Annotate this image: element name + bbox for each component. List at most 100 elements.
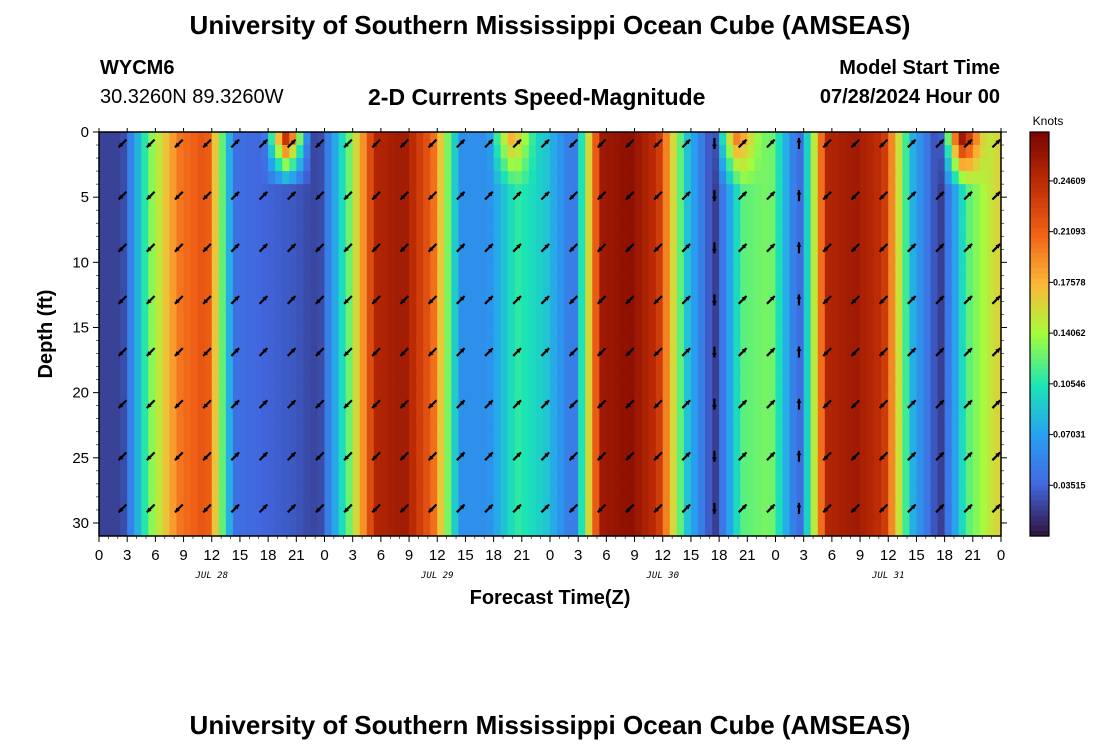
- heatmap-cell: [324, 418, 333, 433]
- vector-head: [400, 194, 406, 200]
- heatmap-cell: [493, 483, 502, 498]
- heatmap-cell: [472, 379, 481, 394]
- heatmap-cell: [303, 444, 312, 459]
- heatmap-cell: [902, 379, 910, 394]
- current-vector: [850, 399, 861, 409]
- heatmap-cell: [909, 366, 918, 381]
- heatmap-cell: [655, 171, 664, 185]
- heatmap-cell: [831, 327, 840, 342]
- heatmap-cell: [148, 353, 156, 368]
- heatmap-cell: [141, 392, 149, 407]
- heatmap-cell: [860, 223, 868, 237]
- heatmap-cell: [697, 314, 706, 329]
- heatmap-cell: [775, 236, 784, 250]
- heatmap-cell: [592, 314, 600, 329]
- heatmap-cell: [507, 327, 516, 342]
- heatmap-cell: [380, 145, 389, 159]
- heatmap-cell: [578, 210, 586, 224]
- heatmap-cell: [740, 418, 748, 433]
- heatmap-cell: [521, 392, 530, 407]
- heatmap-cell: [888, 366, 896, 381]
- heatmap-cell: [754, 379, 763, 394]
- heatmap-cell: [423, 275, 431, 289]
- heatmap-cell: [261, 340, 269, 355]
- heatmap-cell: [394, 184, 403, 198]
- heatmap-cell: [99, 327, 107, 342]
- vector-head: [796, 398, 802, 404]
- heatmap-cell: [225, 483, 234, 498]
- heatmap-cell: [394, 145, 403, 159]
- heatmap-cell: [627, 249, 636, 263]
- heatmap-cell: [268, 431, 276, 446]
- heatmap-cell: [712, 444, 720, 459]
- heatmap-cell: [676, 288, 685, 303]
- heatmap-cell: [465, 431, 474, 446]
- heatmap-cell: [282, 223, 290, 237]
- heatmap-cell: [845, 522, 854, 536]
- heatmap-cell: [888, 314, 896, 329]
- heatmap-cell: [148, 158, 156, 172]
- heatmap-cell: [366, 301, 375, 316]
- heatmap-cell: [817, 288, 826, 303]
- heatmap-cell: [345, 262, 354, 276]
- heatmap-cell: [465, 470, 474, 485]
- current-vector: [117, 503, 128, 514]
- heatmap-cell: [113, 210, 121, 224]
- current-vector: [146, 503, 156, 514]
- heatmap-cell: [465, 509, 474, 524]
- heatmap-cell: [211, 496, 220, 511]
- heatmap-cell: [690, 444, 699, 459]
- heatmap-cell: [782, 210, 791, 224]
- heatmap-cell: [951, 301, 960, 316]
- heatmap-cell: [352, 340, 361, 355]
- heatmap-cell: [796, 132, 805, 146]
- heatmap-cell: [317, 405, 326, 420]
- heatmap-cell: [571, 522, 579, 536]
- heatmap-cell: [352, 236, 361, 250]
- heatmap-cell: [803, 522, 812, 536]
- heatmap-cell: [113, 379, 121, 394]
- heatmap-cell: [810, 236, 819, 250]
- vector-head: [400, 507, 406, 513]
- heatmap-cell: [909, 496, 918, 511]
- heatmap-cell: [719, 522, 727, 536]
- heatmap-cell: [705, 444, 713, 459]
- current-vector: [456, 190, 466, 201]
- heatmap-cell: [782, 457, 791, 472]
- heatmap-cell: [458, 379, 467, 394]
- heatmap-cell: [979, 483, 988, 498]
- heatmap-cell: [423, 288, 431, 303]
- heatmap-cell: [993, 301, 1001, 316]
- heatmap-cell: [909, 171, 918, 185]
- heatmap-cell: [895, 288, 903, 303]
- heatmap-cell: [705, 184, 713, 198]
- vector-head: [851, 351, 857, 356]
- heatmap-cell: [585, 340, 593, 355]
- vector-head: [910, 191, 916, 197]
- heatmap-cell: [951, 171, 960, 185]
- heatmap-cell: [394, 496, 403, 511]
- heatmap-cell: [719, 184, 727, 198]
- heatmap-cell: [155, 366, 164, 381]
- heatmap-cell: [451, 327, 459, 342]
- heatmap-cell: [282, 431, 290, 446]
- heatmap-cell: [909, 145, 918, 159]
- heatmap-cell: [303, 210, 312, 224]
- heatmap-cell: [535, 431, 544, 446]
- current-vector: [230, 399, 240, 409]
- heatmap-cell: [338, 262, 347, 276]
- heatmap-cell: [352, 145, 361, 159]
- current-vector: [174, 243, 184, 253]
- heatmap-cell: [331, 522, 340, 536]
- current-vector: [117, 399, 128, 409]
- heatmap-cell: [768, 470, 777, 485]
- heatmap-cell: [197, 314, 206, 329]
- heatmap-cell: [557, 405, 565, 420]
- heatmap-cell: [225, 379, 234, 394]
- heatmap-cell: [296, 236, 304, 250]
- heatmap-cell: [874, 392, 882, 407]
- heatmap-cell: [761, 301, 770, 316]
- heatmap-cell: [888, 353, 896, 368]
- vector-head: [569, 351, 575, 356]
- heatmap-cell: [789, 327, 798, 342]
